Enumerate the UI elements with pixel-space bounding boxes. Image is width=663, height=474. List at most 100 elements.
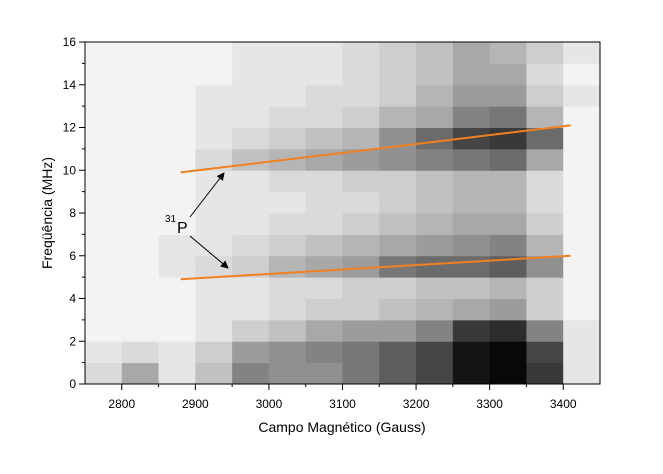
- heat-cell: [563, 213, 601, 235]
- heat-cell: [379, 277, 417, 299]
- heat-cell: [85, 42, 123, 64]
- heat-cell: [158, 341, 196, 364]
- heat-cell: [232, 341, 270, 364]
- heat-cell: [342, 106, 380, 128]
- heat-cell: [268, 341, 307, 364]
- x-tick-label: 3000: [256, 397, 283, 411]
- heat-cell: [232, 63, 270, 86]
- heat-cell: [342, 341, 380, 364]
- heat-cell: [526, 84, 564, 107]
- heat-cell: [416, 170, 454, 193]
- heat-cell: [85, 255, 123, 278]
- heat-cell: [379, 170, 417, 193]
- heat-cell: [489, 42, 527, 64]
- heat-cell: [416, 319, 454, 342]
- heat-cell: [526, 148, 564, 171]
- heat-cell: [342, 277, 380, 299]
- heat-cell: [121, 42, 160, 64]
- annotation-superscript: 31: [165, 214, 177, 225]
- heat-cell: [526, 255, 564, 278]
- heat-cell: [563, 127, 601, 150]
- heat-cell: [121, 127, 160, 150]
- heat-cell: [232, 170, 270, 193]
- heat-cell: [489, 170, 527, 193]
- heat-cell: [85, 84, 123, 107]
- heat-cell: [526, 170, 564, 193]
- heat-cell: [305, 42, 343, 64]
- heat-cell: [489, 63, 527, 86]
- heat-cell: [379, 319, 417, 342]
- heat-cell: [452, 319, 491, 342]
- heat-cell: [563, 255, 601, 278]
- y-tick-label: 6: [69, 249, 76, 263]
- heat-cell: [526, 127, 564, 150]
- heat-cell: [232, 148, 270, 171]
- heat-cell: [268, 84, 307, 107]
- heat-cell: [195, 84, 233, 107]
- heat-cell: [452, 213, 491, 235]
- heat-cell: [305, 362, 343, 385]
- y-tick-label: 16: [63, 35, 77, 49]
- heat-cell: [489, 234, 527, 257]
- heat-cell: [85, 63, 123, 86]
- x-tick-label: 2800: [108, 397, 135, 411]
- heat-cell: [416, 127, 454, 150]
- heat-cell: [526, 341, 564, 364]
- heat-cell: [305, 298, 343, 321]
- heatmap: [85, 42, 601, 385]
- heat-cell: [85, 319, 123, 342]
- heat-cell: [85, 148, 123, 171]
- heat-cell: [526, 106, 564, 128]
- heat-cell: [452, 234, 491, 257]
- heat-cell: [232, 191, 270, 214]
- heat-cell: [158, 127, 196, 150]
- heat-cell: [416, 341, 454, 364]
- heat-cell: [85, 127, 123, 150]
- heat-cell: [158, 234, 196, 257]
- heat-cell: [195, 127, 233, 150]
- heat-cell: [489, 362, 527, 385]
- heat-cell: [379, 106, 417, 128]
- heat-cell: [195, 213, 233, 235]
- heat-cell: [452, 191, 491, 214]
- heat-cell: [452, 127, 491, 150]
- axes: 2800 2900 3000 3100 3200 3300 3400 0 2 4 6 8 10 12 14 1…: [63, 35, 601, 411]
- heat-cell: [232, 106, 270, 128]
- heat-cell: [342, 234, 380, 257]
- heat-cell: [489, 127, 527, 150]
- annotation-arrow: [189, 172, 225, 218]
- heat-cell: [158, 255, 196, 278]
- heat-cell: [121, 255, 160, 278]
- heat-cell: [379, 213, 417, 235]
- heat-cell: [195, 63, 233, 86]
- heat-cell: [305, 148, 343, 171]
- heat-cell: [158, 213, 196, 235]
- heat-cell: [268, 277, 307, 299]
- heat-cell: [489, 148, 527, 171]
- heat-cell: [121, 277, 160, 299]
- heat-cell: [305, 319, 343, 342]
- heat-cell: [526, 298, 564, 321]
- y-tick-label: 4: [69, 292, 76, 306]
- heat-cell: [158, 106, 196, 128]
- heat-cell: [379, 362, 417, 385]
- heat-cell: [232, 277, 270, 299]
- heat-cell: [268, 170, 307, 193]
- x-tick-label: 3400: [550, 397, 577, 411]
- heat-cell: [268, 191, 307, 214]
- heat-cell: [342, 170, 380, 193]
- heat-cell: [416, 362, 454, 385]
- heat-cell: [563, 170, 601, 193]
- heat-cell: [121, 63, 160, 86]
- heat-cell: [305, 234, 343, 257]
- heat-cell: [416, 148, 454, 171]
- annotation-text: P: [177, 220, 188, 237]
- heat-cell: [268, 362, 307, 385]
- heat-cell: [305, 341, 343, 364]
- heat-cell: [416, 84, 454, 107]
- heat-cell: [158, 42, 196, 64]
- heat-cell: [158, 191, 196, 214]
- heat-cell: [489, 319, 527, 342]
- heat-cell: [416, 213, 454, 235]
